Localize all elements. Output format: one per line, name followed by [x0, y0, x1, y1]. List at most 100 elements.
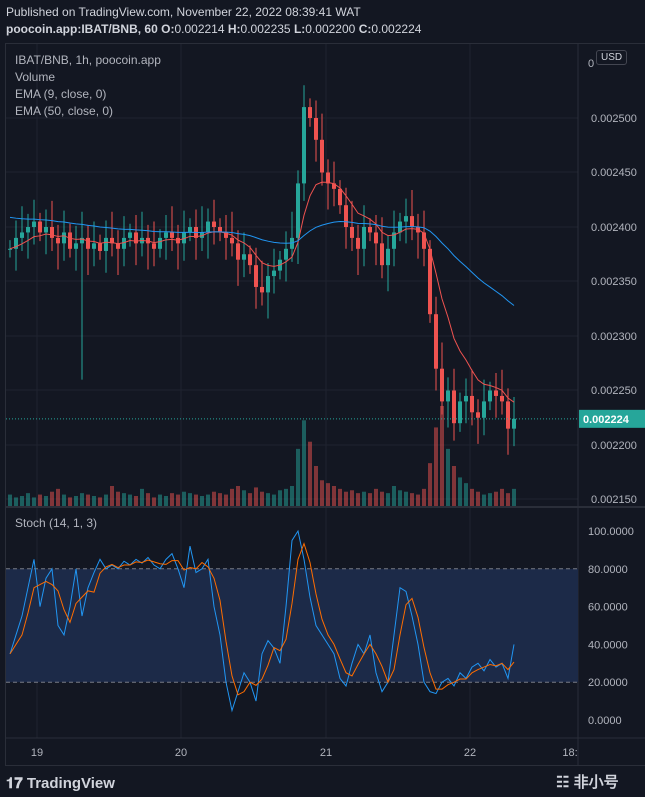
time-tick-label: 19	[31, 747, 43, 759]
volume-bar	[278, 490, 282, 506]
volume-bar	[50, 491, 54, 506]
candle-body	[440, 368, 444, 402]
volume-bar	[290, 486, 294, 506]
volume-bar	[128, 494, 132, 506]
candle-body	[230, 237, 234, 244]
candle-body	[356, 237, 360, 249]
volume-bar	[68, 497, 72, 506]
candle-body	[302, 107, 306, 184]
ohlc-header: poocoin.app:IBAT/BNB, 60 O:0.002214 H:0.…	[6, 22, 422, 36]
stoch-tick-label: 100.0000	[588, 526, 634, 538]
stoch-tick-label: 0.0000	[588, 715, 622, 727]
candle-body	[350, 227, 354, 238]
volume-bar	[410, 493, 414, 506]
volume-bar	[512, 488, 516, 506]
candle-body	[386, 248, 390, 266]
candle-body	[38, 221, 42, 233]
volume-bar	[200, 496, 204, 506]
currency-button[interactable]: USD	[596, 50, 628, 65]
time-tick-label: 20	[175, 747, 187, 759]
volume-bar	[74, 496, 78, 506]
volume-bar	[56, 488, 60, 506]
high-value: 0.002235	[240, 22, 291, 36]
price-tick-label: 0.002400	[591, 222, 637, 234]
candle-body	[164, 232, 168, 238]
candle-body	[68, 232, 72, 249]
volume-bar	[476, 491, 480, 506]
volume-bar	[470, 488, 474, 506]
watermark: ☷ 非小号	[556, 774, 619, 791]
volume-bar	[362, 491, 366, 506]
price-tick-label: 0.002150	[591, 494, 637, 506]
volume-bar	[458, 477, 462, 506]
volume-bar	[464, 483, 468, 506]
candle-body	[452, 390, 456, 424]
candle-body	[170, 232, 174, 238]
candle-body	[158, 237, 162, 249]
candle-body	[116, 243, 120, 249]
legend-ema9[interactable]: EMA (9, close, 0)	[15, 87, 107, 101]
stoch-tick-label: 20.0000	[588, 677, 628, 689]
volume-bar	[380, 491, 384, 506]
volume-bar	[110, 486, 114, 506]
candle-body	[110, 237, 114, 244]
volume-bar	[500, 488, 504, 506]
volume-bar	[92, 496, 96, 506]
price-tick-label: 0	[588, 58, 594, 70]
candle-body	[260, 286, 264, 293]
tv-logo-icon: 𝟏𝟕	[6, 775, 27, 792]
candle-body	[242, 254, 246, 260]
chart-frame	[5, 43, 645, 766]
time-tick-label: 21	[320, 747, 332, 759]
volume-bar	[236, 486, 240, 506]
volume-bar	[164, 496, 168, 506]
volume-bar	[194, 494, 198, 506]
candle-body	[332, 183, 336, 189]
price-tick-label: 0.002250	[591, 385, 637, 397]
candle-body	[26, 227, 30, 233]
volume-bar	[284, 488, 288, 506]
price-tick-label: 0.002300	[591, 331, 637, 343]
volume-bar	[320, 480, 324, 506]
legend-series[interactable]: IBAT/BNB, 1h, poocoin.app	[15, 53, 161, 67]
volume-bar	[440, 406, 444, 506]
legend-stoch[interactable]: Stoch (14, 1, 3)	[15, 516, 98, 530]
volume-bar	[260, 491, 264, 506]
volume-bar	[266, 493, 270, 506]
volume-bar	[146, 493, 150, 506]
volume-bar	[374, 488, 378, 506]
candle-body	[362, 227, 366, 249]
volume-bar	[140, 488, 144, 506]
price-tick-label: 0.002450	[591, 167, 637, 179]
volume-bar	[308, 441, 312, 506]
candle-body	[236, 243, 240, 260]
candle-body	[446, 390, 450, 402]
volume-bar	[272, 494, 276, 506]
volume-bar	[206, 494, 210, 506]
volume-bar	[230, 488, 234, 506]
candle-body	[80, 237, 84, 244]
volume-bar	[212, 491, 216, 506]
time-tick-label: 18:	[562, 747, 577, 759]
legend-volume[interactable]: Volume	[15, 70, 56, 84]
candle-body	[392, 232, 396, 249]
volume-bar	[158, 494, 162, 506]
candle-body	[74, 243, 78, 249]
candle-body	[428, 248, 432, 315]
volume-bar	[86, 494, 90, 506]
volume-bar	[116, 491, 120, 506]
candle-body	[224, 232, 228, 238]
candle-body	[272, 270, 276, 277]
candle-body	[410, 216, 414, 227]
candle-body	[338, 188, 342, 206]
candle-body	[434, 314, 438, 369]
candle-body	[500, 395, 504, 402]
candle-body	[56, 237, 60, 244]
legend-ema50[interactable]: EMA (50, close, 0)	[15, 104, 114, 118]
volume-bar	[392, 486, 396, 506]
volume-bar	[386, 493, 390, 506]
symbol-label: poocoin.app:IBAT/BNB, 60	[6, 22, 158, 36]
candle-body	[368, 227, 372, 233]
stoch-tick-label: 40.0000	[588, 639, 628, 651]
